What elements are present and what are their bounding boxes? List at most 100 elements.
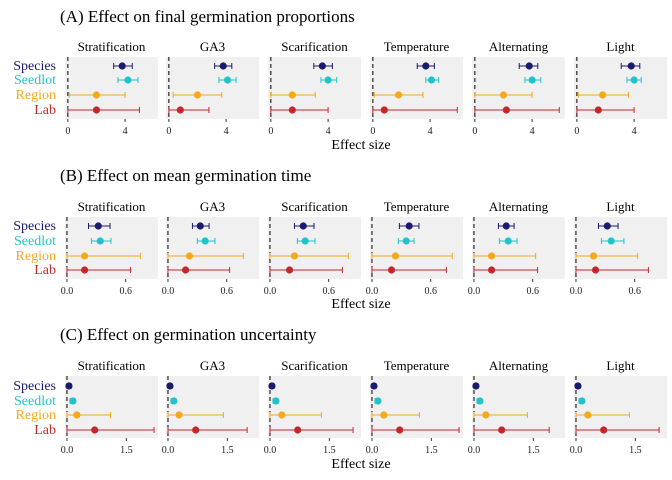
section-title: (A) Effect on final germination proporti…: [60, 7, 355, 26]
strip-alternating: Alternating: [489, 199, 549, 214]
x-tick-label: 0.0: [570, 445, 583, 456]
point-region: [391, 252, 400, 260]
x-tick-label: 0: [370, 126, 375, 137]
point-lab: [600, 426, 608, 434]
panel-background: [65, 217, 158, 279]
point-species: [196, 222, 204, 230]
section-title: (C) Effect on germination uncertainty: [60, 325, 317, 344]
x-tick-label: 0.0: [468, 445, 481, 456]
point-species: [299, 222, 307, 230]
point-seedlot: [272, 397, 280, 405]
x-tick-label: 0.6: [220, 286, 233, 297]
x-tick-label: 0: [65, 126, 70, 137]
point-seedlot: [69, 397, 77, 405]
strip-light: Light: [606, 199, 635, 214]
point-region: [599, 91, 607, 99]
panel-background: [574, 376, 667, 438]
x-tick-label: 1.5: [323, 445, 336, 456]
x-tick-label: 0: [268, 126, 273, 137]
x-tick-label: 0.0: [468, 286, 481, 297]
x-tick-label: 1.5: [629, 445, 642, 456]
point-region: [482, 411, 490, 419]
strip-ga3: GA3: [200, 358, 225, 373]
y-label-lab: Lab: [34, 103, 56, 118]
x-tick-label: 0: [574, 126, 579, 137]
point-species: [502, 222, 510, 230]
y-label-region: Region: [16, 408, 56, 423]
point-species: [405, 222, 413, 230]
x-tick-label: 4: [428, 126, 433, 137]
point-region: [80, 252, 89, 260]
point-lab: [80, 266, 89, 274]
y-label-seedlot: Seedlot: [14, 394, 56, 409]
panel-background: [574, 217, 667, 279]
point-seedlot: [201, 237, 209, 245]
point-seedlot: [578, 397, 586, 405]
y-label-species: Species: [13, 59, 56, 74]
point-seedlot: [96, 237, 104, 245]
point-lab: [192, 426, 200, 434]
x-tick-label: 0.6: [628, 286, 641, 297]
point-species: [118, 62, 126, 70]
point-species: [525, 62, 533, 70]
x-tick-label: 1.5: [221, 445, 234, 456]
point-seedlot: [374, 397, 382, 405]
point-lab: [91, 426, 99, 434]
x-tick-label: 1.5: [425, 445, 438, 456]
x-tick-label: 4: [123, 126, 128, 137]
point-region: [288, 91, 296, 99]
point-seedlot: [607, 237, 615, 245]
section-title: (B) Effect on mean germination time: [60, 166, 311, 185]
x-tick-label: 1.5: [120, 445, 133, 456]
x-axis-label: Effect size: [331, 457, 390, 472]
point-seedlot: [476, 397, 484, 405]
point-species: [166, 382, 174, 390]
x-tick-label: 0.0: [264, 286, 277, 297]
x-tick-label: 0: [472, 126, 477, 137]
panel-background: [370, 217, 463, 279]
point-region: [185, 252, 194, 260]
point-species: [422, 62, 430, 70]
point-seedlot: [402, 237, 410, 245]
x-tick-label: 0.0: [264, 445, 277, 456]
point-lab: [176, 106, 184, 114]
point-lab: [502, 106, 510, 114]
strip-temperature: Temperature: [384, 199, 450, 214]
strip-scarification: Scarification: [281, 199, 348, 214]
point-lab: [380, 106, 388, 114]
point-lab: [498, 426, 506, 434]
point-seedlot: [504, 237, 512, 245]
x-tick-label: 0.0: [61, 445, 74, 456]
point-lab: [288, 106, 296, 114]
x-tick-label: 0.0: [61, 286, 74, 297]
point-region: [395, 91, 403, 99]
point-region: [92, 91, 101, 99]
point-seedlot: [427, 76, 436, 84]
x-tick-label: 4: [632, 126, 637, 137]
point-region: [584, 411, 592, 419]
x-tick-label: 0.6: [424, 286, 437, 297]
x-tick-label: 0.6: [526, 286, 539, 297]
point-species: [370, 382, 378, 390]
x-tick-label: 0: [166, 126, 171, 137]
point-region: [193, 91, 202, 99]
point-region: [175, 411, 183, 419]
panel-background: [65, 57, 158, 119]
point-seedlot: [630, 76, 638, 84]
strip-stratification: Stratification: [78, 199, 146, 214]
panel-background: [268, 376, 361, 438]
strip-scarification: Scarification: [281, 39, 348, 54]
panel-background: [65, 376, 158, 438]
point-species: [472, 382, 480, 390]
point-region: [290, 252, 299, 260]
point-lab: [285, 266, 294, 274]
x-tick-label: 0.0: [162, 445, 175, 456]
panel-background: [574, 57, 667, 119]
point-lab: [396, 426, 404, 434]
y-label-region: Region: [16, 88, 56, 103]
point-species: [574, 382, 582, 390]
panel-background: [166, 376, 259, 438]
x-tick-label: 0.0: [162, 286, 175, 297]
panel-background: [166, 217, 259, 279]
